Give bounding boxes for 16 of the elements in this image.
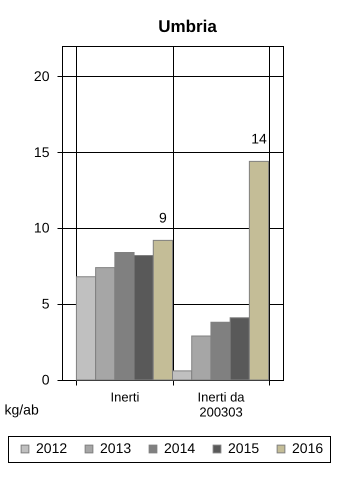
data-label: 9: [158, 209, 167, 226]
y-tick-label: 0: [42, 372, 50, 388]
legend-label: 2012: [36, 440, 68, 456]
data-label: 14: [251, 130, 267, 146]
y-tick-label: 20: [34, 68, 50, 84]
x-tick-label: Inerti: [110, 390, 140, 404]
legend-label: 2015: [228, 440, 260, 456]
x-tick-label: Inerti da 200303: [198, 390, 246, 420]
y-tick-label: 15: [34, 144, 50, 160]
chart-title: Umbria: [158, 17, 218, 36]
legend-label: 2016: [292, 440, 324, 456]
y-axis-title: kg/ab: [4, 402, 39, 418]
y-tick-label: 10: [34, 220, 50, 236]
y-tick-label: 5: [42, 296, 50, 312]
legend-label: 2013: [100, 440, 132, 456]
legend-label: 2014: [164, 440, 196, 456]
